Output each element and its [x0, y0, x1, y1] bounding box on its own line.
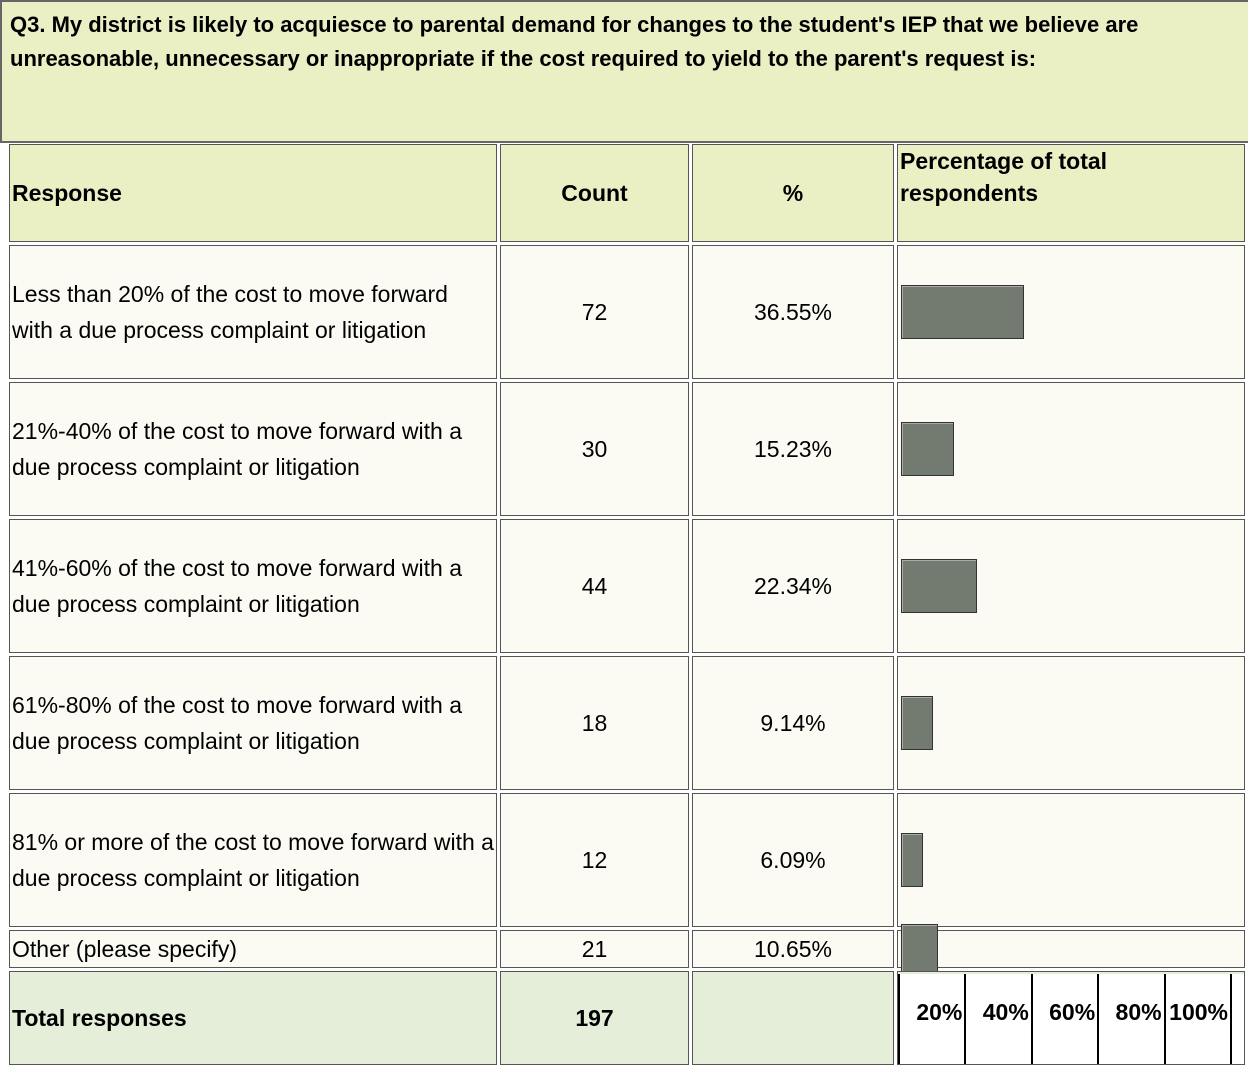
count-cell: 18	[500, 656, 689, 790]
data-row: Other (please specify) 21 10.65%	[9, 924, 1245, 978]
total-row: Total responses 197 20% 40% 60% 80% 100%	[9, 971, 1245, 1065]
data-row: 61%-80% of the cost to move forward with…	[9, 656, 1245, 790]
percent-cell: 15.23%	[692, 382, 894, 516]
response-cell: 61%-80% of the cost to move forward with…	[9, 656, 497, 790]
count-cell: 44	[500, 519, 689, 653]
response-cell: 81% or more of the cost to move forward …	[9, 793, 497, 927]
bar-cell	[897, 924, 1245, 978]
scale-line	[1230, 974, 1232, 1064]
data-row: Less than 20% of the cost to move forwar…	[9, 245, 1245, 379]
response-cell: 41%-60% of the cost to move forward with…	[9, 519, 497, 653]
header-row: Response Count % Percentage of total res…	[9, 144, 1245, 242]
total-count: 197	[500, 971, 689, 1065]
results-table: Response Count % Percentage of total res…	[6, 141, 1248, 1068]
header-cell: Response	[9, 144, 497, 242]
percent-cell: 6.09%	[692, 793, 894, 927]
scale-line	[1030, 974, 1033, 1064]
header-cell: Count	[500, 144, 689, 242]
response-cell: Less than 20% of the cost to move forwar…	[9, 245, 497, 379]
bar-cell	[897, 656, 1245, 790]
bar	[901, 285, 1025, 339]
scale-line	[1163, 974, 1166, 1064]
response-cell: Other (please specify)	[9, 930, 497, 968]
table-body: Response Count % Percentage of total res…	[9, 144, 1245, 1065]
bar-cell	[897, 382, 1245, 516]
header-cell: %	[692, 144, 894, 242]
scale-line	[964, 974, 967, 1064]
data-row: 41%-60% of the cost to move forward with…	[9, 519, 1245, 653]
response-cell: 21%-40% of the cost to move forward with…	[9, 382, 497, 516]
percent-cell: 22.34%	[692, 519, 894, 653]
count-cell: 72	[500, 245, 689, 379]
scale-line	[1097, 974, 1100, 1064]
percent-cell: 9.14%	[692, 656, 894, 790]
data-row: 21%-40% of the cost to move forward with…	[9, 382, 1245, 516]
scale-cell: 20% 40% 60% 80% 100%	[897, 971, 1245, 1065]
scale-label: 60%	[1049, 999, 1096, 1025]
count-cell: 30	[500, 382, 689, 516]
scale-label: 20%	[916, 999, 963, 1025]
scale-label: 100%	[1169, 999, 1228, 1025]
scale-edge	[898, 974, 900, 1064]
bar-cell	[897, 519, 1245, 653]
total-label: Total responses	[9, 971, 497, 1065]
bar-cell	[897, 245, 1245, 379]
count-cell: 21	[500, 930, 689, 968]
count-cell: 12	[500, 793, 689, 927]
bar	[901, 924, 939, 978]
data-row: 81% or more of the cost to move forward …	[9, 793, 1245, 927]
percent-cell: 36.55%	[692, 245, 894, 379]
empty-cell	[692, 971, 894, 1065]
scale: 20% 40% 60% 80% 100%	[898, 974, 1244, 1064]
scale-label: 80%	[1115, 999, 1162, 1025]
header-cell: Percentage of total respondents	[897, 144, 1245, 242]
bar-cell	[897, 793, 1245, 927]
bar	[901, 696, 934, 750]
bar	[901, 559, 978, 613]
bar	[901, 833, 924, 887]
percent-cell: 10.65%	[692, 930, 894, 968]
scale-label: 40%	[982, 999, 1029, 1025]
bar	[901, 422, 954, 476]
question-title: Q3. My district is likely to acquiesce t…	[0, 0, 1248, 143]
